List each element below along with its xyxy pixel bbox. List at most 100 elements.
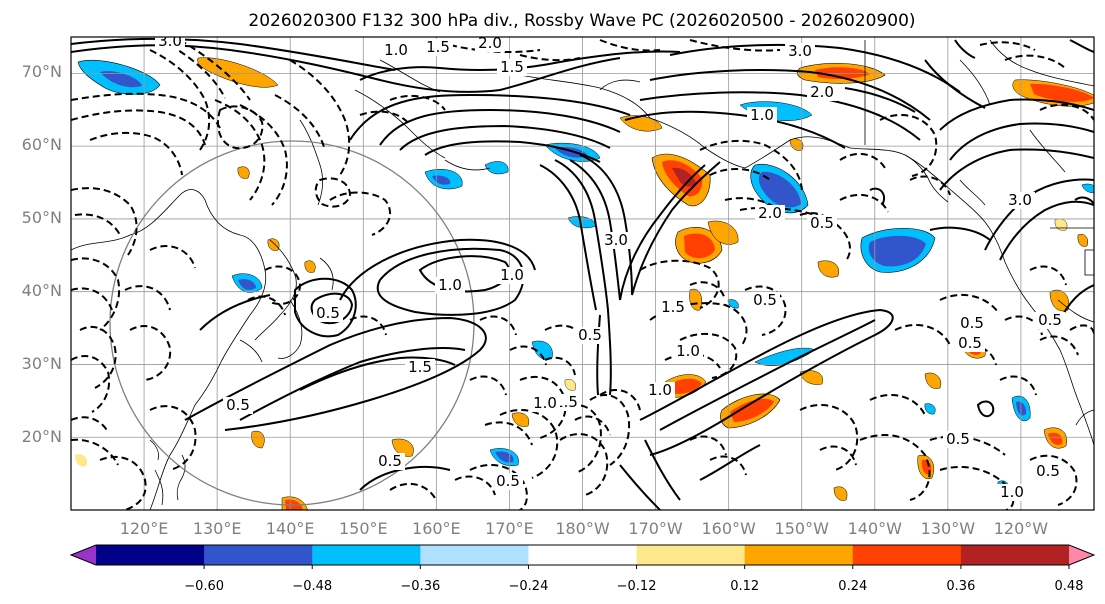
- contour-label: 0.5: [753, 291, 777, 309]
- contour-label-bg: [493, 473, 523, 490]
- graticule-grid: [71, 37, 1094, 510]
- lon-label: 160°W: [701, 519, 756, 538]
- colorbar-segment: [420, 545, 529, 565]
- lon-label: 130°E: [193, 519, 242, 538]
- colorbar-extend-high: [1069, 545, 1094, 565]
- contour-label: 0.5: [1038, 311, 1062, 329]
- contour-label-bg: [601, 232, 631, 249]
- contour-label-bg: [155, 37, 185, 50]
- contour-label-bg: [807, 215, 837, 232]
- contour-label: 1.0: [384, 41, 408, 59]
- contour-label: 3.0: [1008, 191, 1032, 209]
- lon-label: 120°E: [120, 519, 169, 538]
- contour-label-bg: [497, 267, 527, 284]
- contour-label-bg: [405, 359, 435, 376]
- contour-label-bg: [785, 43, 815, 60]
- colorbar-segment: [204, 545, 313, 565]
- contour-label-bg: [381, 42, 411, 59]
- contour-label-bg: [375, 453, 405, 470]
- contour-label-bg: [313, 305, 343, 322]
- contour-label: 0.5: [316, 304, 340, 322]
- contour-label: 1.0: [648, 381, 672, 399]
- contour-label: 0.5: [958, 334, 982, 352]
- contour-label: 0.5: [578, 326, 602, 344]
- contour-label-bg: [673, 343, 703, 360]
- contour-label-bg: [747, 107, 777, 124]
- contour-label-bg: [957, 315, 987, 332]
- contour-label-bg: [955, 335, 985, 352]
- contour-label: 1.0: [676, 342, 700, 360]
- contour-label-bg: [807, 84, 837, 101]
- contour-label: 1.0: [438, 276, 462, 294]
- contour-label: 3.0: [604, 231, 628, 249]
- colorbar-segment: [96, 545, 205, 565]
- longitude-labels: 120°E 130°E 140°E 150°E 160°E 170°E 180°W 170°W…: [120, 519, 1049, 538]
- contour-lines: [71, 37, 1094, 510]
- contour-label-bg: [658, 299, 688, 316]
- colorbar-tick-label: −0.36: [400, 579, 440, 594]
- lat-label-40n: 40°N: [22, 281, 62, 300]
- colorbar-tick-label: −0.12: [617, 579, 657, 594]
- contour-label: 1.0: [750, 106, 774, 124]
- contour-label: 2.0: [758, 204, 782, 222]
- figure-title: 2026020300 F132 300 hPa div., Rossby Wav…: [248, 11, 915, 31]
- contour-label-bg: [223, 397, 253, 414]
- contour-label-bg: [755, 205, 785, 222]
- contour-label-bg: [997, 484, 1027, 501]
- lat-label-60n: 60°N: [22, 135, 62, 154]
- colorbar-extend-low: [71, 545, 96, 565]
- contour-label-bg: [1035, 312, 1065, 329]
- solid-contours: [71, 37, 1094, 510]
- contour-label: 2.0: [478, 34, 502, 52]
- lon-label: 150°E: [339, 519, 388, 538]
- colorbar-tick-label: −0.60: [184, 579, 224, 594]
- contour-label-bg: [530, 395, 560, 412]
- colorbar-segment: [744, 545, 854, 565]
- colorbar-segment: [960, 545, 1070, 565]
- contour-label: 1.0: [500, 266, 524, 284]
- colorbar-segment: [312, 545, 421, 565]
- contour-label: 1.0: [1000, 483, 1024, 501]
- lon-label: 180°W: [555, 519, 610, 538]
- colorbar-segment: [528, 545, 638, 565]
- colorbar-tick-label: 0.24: [838, 579, 867, 594]
- colorbar-tick-label: 0.48: [1055, 579, 1084, 594]
- contour-label: 1.5: [500, 58, 524, 76]
- contour-label-bg: [943, 431, 973, 448]
- lon-label: 130°W: [921, 519, 976, 538]
- contour-label: 0.5: [496, 472, 520, 490]
- contour-labels: 3.0 1.0 1.5 2.0 1.5 3.0 2.0 1.0 2.0 0.5 3.0 1.0 1.0 0…: [155, 34, 1065, 501]
- contour-label: 1.5: [554, 393, 578, 411]
- lon-label: 120°W: [994, 519, 1049, 538]
- dashed-contours: [71, 39, 1094, 510]
- contour-label: 2.0: [810, 83, 834, 101]
- colorbar-tick-label: −0.48: [292, 579, 332, 594]
- contour-label-bg: [497, 59, 527, 76]
- contour-label: 1.5: [408, 358, 432, 376]
- lon-label: 140°W: [848, 519, 903, 538]
- colorbar-outline: [69, 544, 1096, 566]
- contour-label-bg: [645, 382, 675, 399]
- lon-label: 170°W: [628, 519, 683, 538]
- colorbar: −0.60 −0.48 −0.36 −0.24 −0.12 0.12 0.24 0.36 0.4…: [69, 544, 1096, 594]
- lon-label: 140°E: [266, 519, 315, 538]
- contour-label-bg: [435, 277, 465, 294]
- latitude-labels: 70°N 60°N 50°N 40°N 30°N 20°N: [22, 62, 62, 446]
- lat-label-30n: 30°N: [22, 354, 62, 373]
- contour-label: 0.5: [226, 396, 250, 414]
- colorbar-tick-label: 0.12: [730, 579, 759, 594]
- contour-label: 0.5: [1036, 462, 1060, 480]
- contour-label-bg: [423, 39, 453, 56]
- contour-label: 3.0: [788, 42, 812, 60]
- lon-label: 170°E: [485, 519, 534, 538]
- contour-label: 0.5: [960, 314, 984, 332]
- lon-label: 150°W: [775, 519, 830, 538]
- contour-label-bg: [1005, 192, 1035, 209]
- colorbar-tick-label: 0.36: [946, 579, 975, 594]
- colorbar-segment: [852, 545, 962, 565]
- lat-label-70n: 70°N: [22, 62, 62, 81]
- colorbar-segment: [636, 545, 746, 565]
- contour-label-bg: [475, 37, 505, 52]
- contour-label: 1.5: [426, 38, 450, 56]
